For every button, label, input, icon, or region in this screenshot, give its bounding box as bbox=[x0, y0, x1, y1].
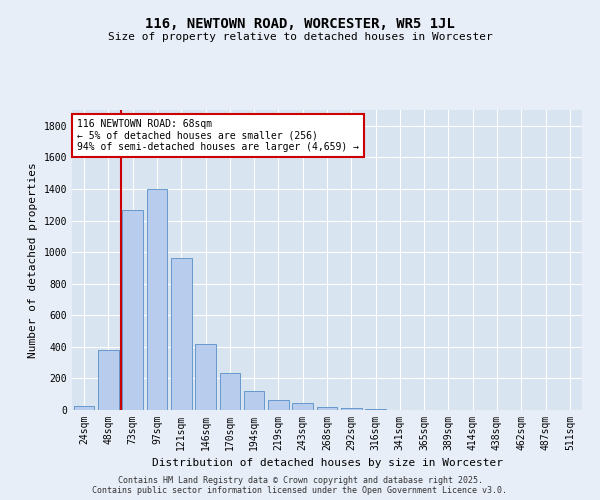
Text: 116, NEWTOWN ROAD, WORCESTER, WR5 1JL: 116, NEWTOWN ROAD, WORCESTER, WR5 1JL bbox=[145, 18, 455, 32]
Bar bbox=[146, 189, 167, 410]
Bar bbox=[171, 258, 191, 410]
Bar bbox=[98, 350, 119, 410]
Bar bbox=[268, 400, 289, 410]
Text: Size of property relative to detached houses in Worcester: Size of property relative to detached ho… bbox=[107, 32, 493, 42]
Bar bbox=[195, 344, 216, 410]
Bar bbox=[244, 391, 265, 410]
Bar bbox=[74, 406, 94, 410]
Y-axis label: Number of detached properties: Number of detached properties bbox=[28, 162, 38, 358]
Text: 116 NEWTOWN ROAD: 68sqm
← 5% of detached houses are smaller (256)
94% of semi-de: 116 NEWTOWN ROAD: 68sqm ← 5% of detached… bbox=[77, 119, 359, 152]
Bar bbox=[341, 408, 362, 410]
X-axis label: Distribution of detached houses by size in Worcester: Distribution of detached houses by size … bbox=[151, 458, 503, 468]
Text: Contains HM Land Registry data © Crown copyright and database right 2025.
Contai: Contains HM Land Registry data © Crown c… bbox=[92, 476, 508, 495]
Bar bbox=[365, 409, 386, 410]
Bar bbox=[220, 373, 240, 410]
Bar bbox=[317, 407, 337, 410]
Bar bbox=[122, 210, 143, 410]
Bar bbox=[292, 404, 313, 410]
